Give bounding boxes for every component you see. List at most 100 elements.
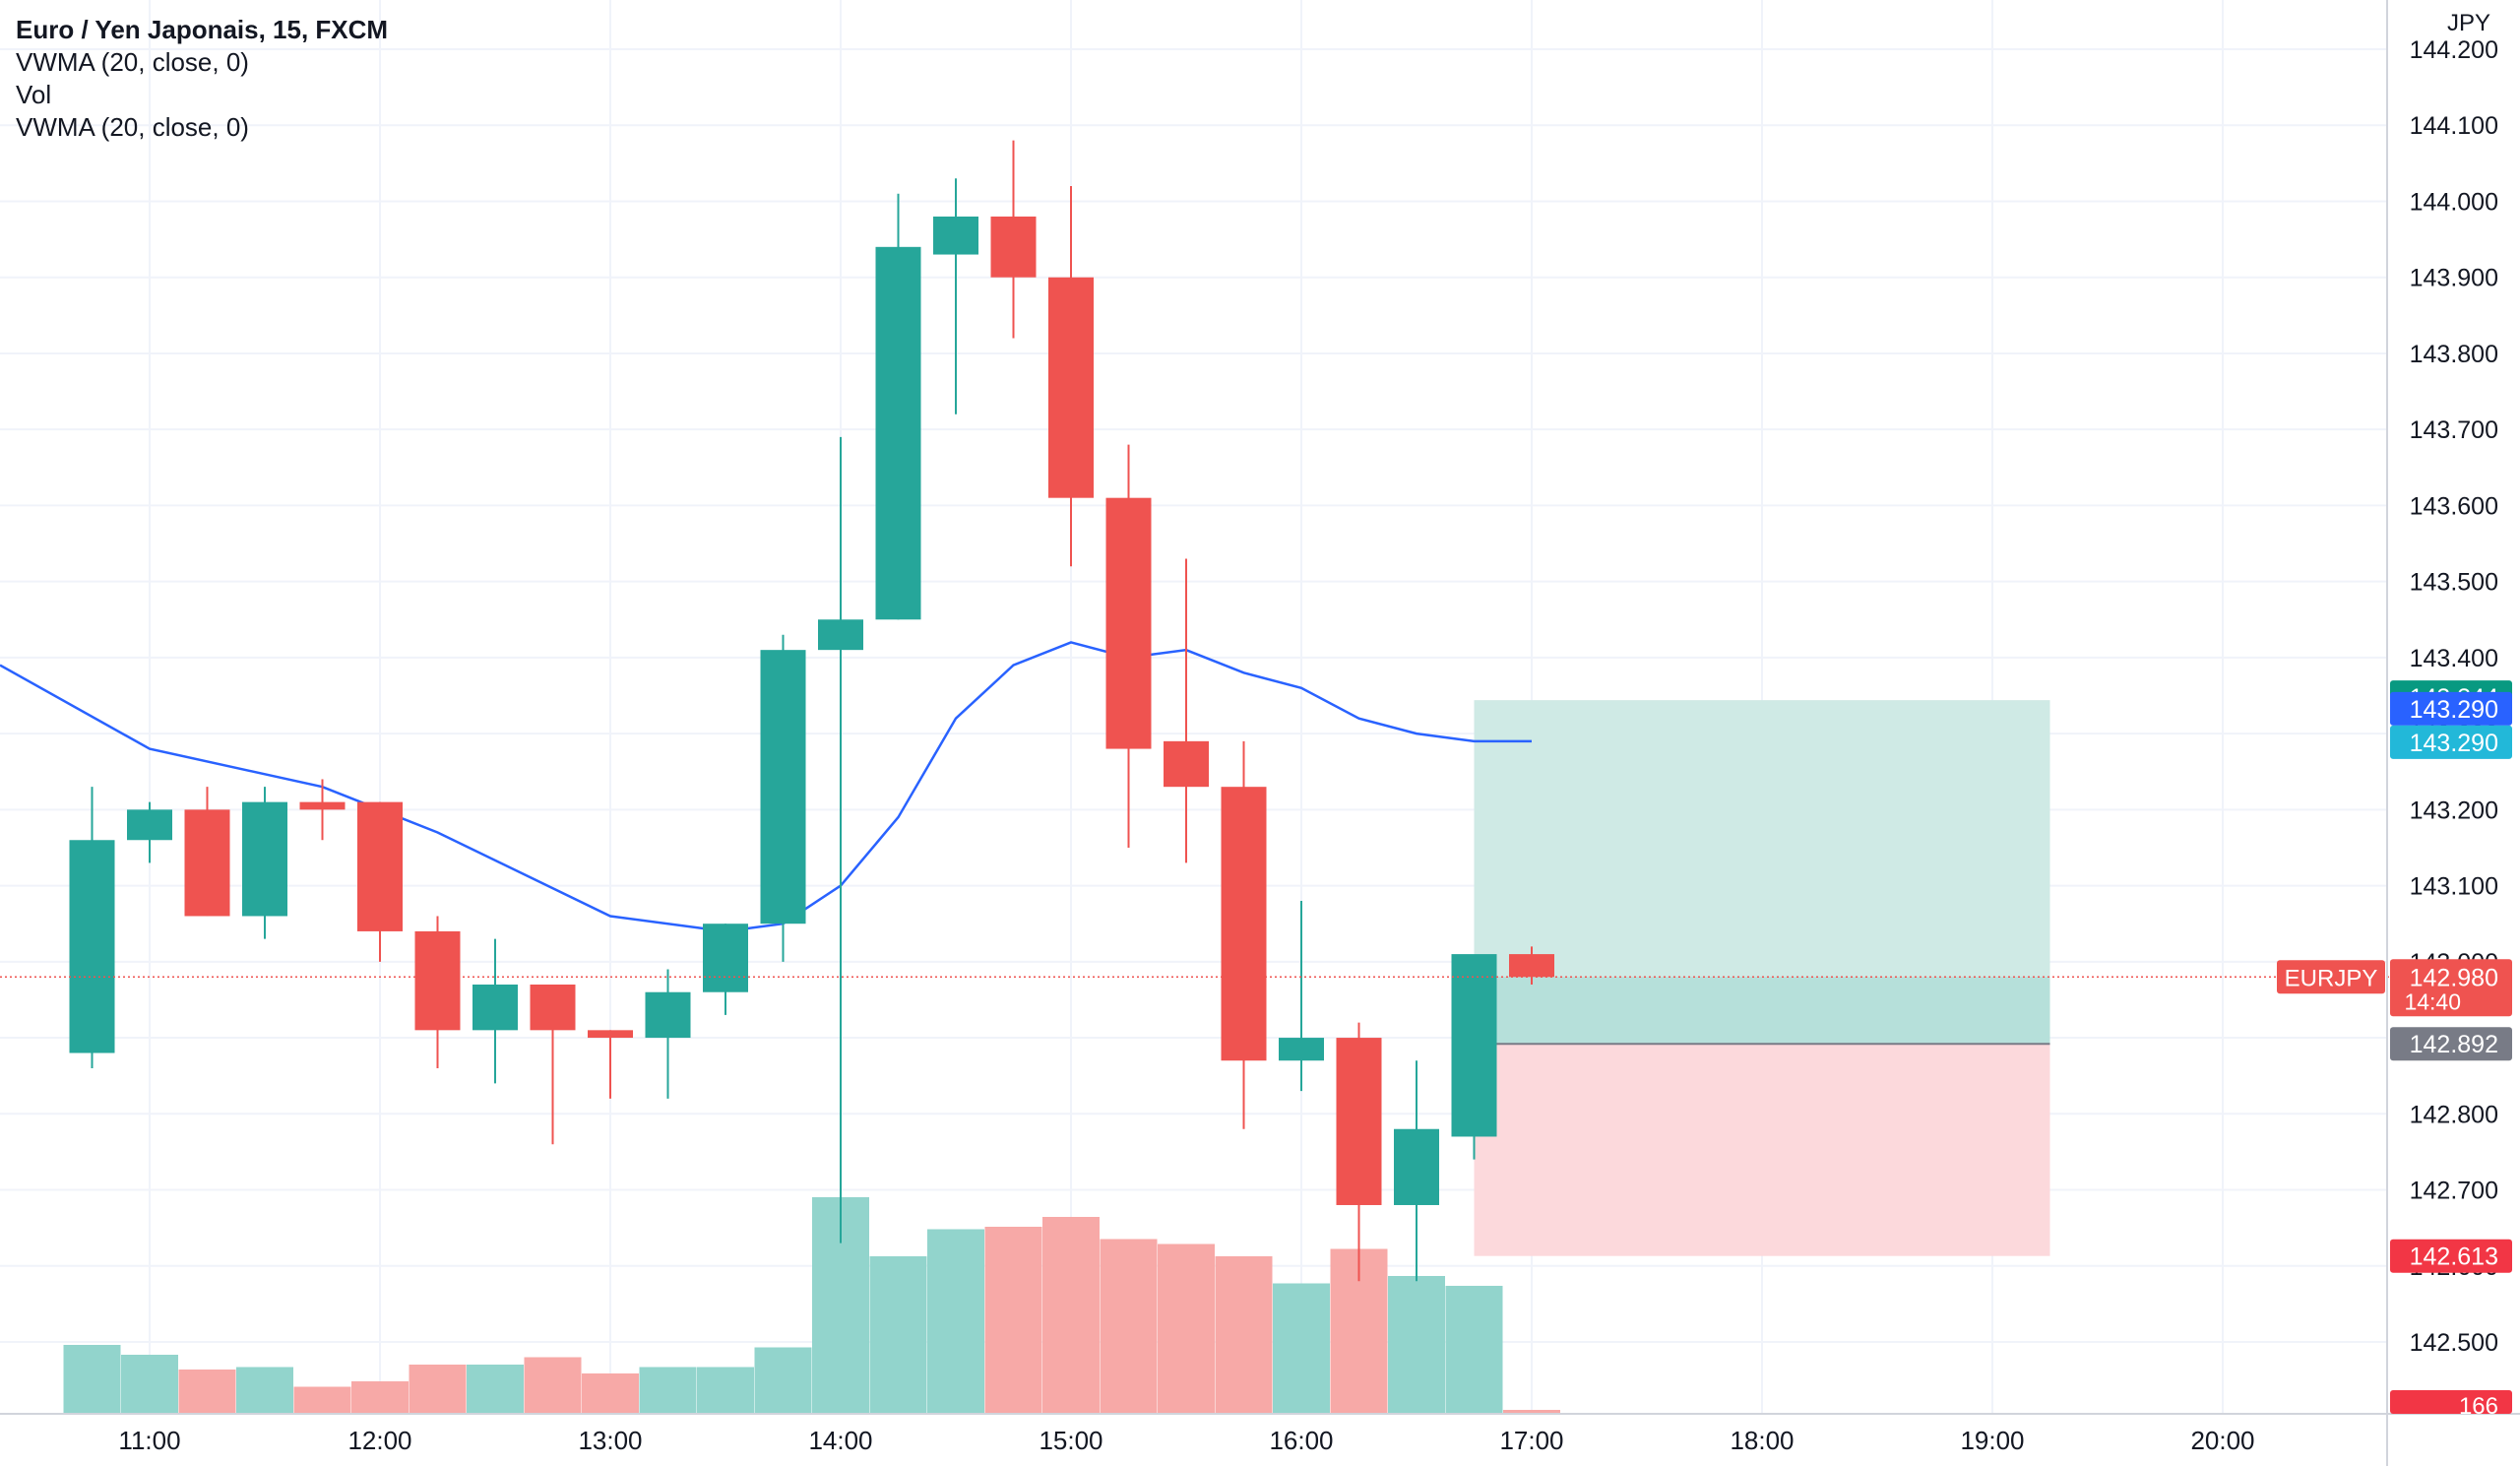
vwma-line-group [0, 641, 1532, 933]
candle-body [184, 809, 230, 917]
volume-bar [63, 1345, 121, 1414]
volume-bar [236, 1367, 293, 1414]
volume-bar [1388, 1276, 1445, 1414]
vwma-price-label: 143.290 [2410, 696, 2498, 724]
volume-bar [697, 1367, 754, 1414]
bar-countdown-label: 14:40 [2404, 988, 2461, 1014]
candle-body [875, 246, 921, 620]
volume-bar [582, 1373, 639, 1414]
indicator-volume-label[interactable]: Vol [16, 80, 52, 109]
candle-body [242, 801, 287, 917]
volume-bar [754, 1347, 812, 1414]
volume-bar [1042, 1217, 1100, 1414]
price-tick-label: 143.400 [2410, 645, 2498, 672]
volume-bar [1273, 1283, 1330, 1414]
price-axis-labels: 143.344143.290143.290142.98014:40EURJPY1… [2277, 680, 2512, 1420]
candle-body [127, 809, 172, 841]
volume-bar [121, 1355, 178, 1414]
time-tick-label: 11:00 [118, 1426, 180, 1455]
volume-bar [524, 1357, 582, 1414]
volume-bar [1158, 1243, 1215, 1414]
volume-bar [293, 1386, 351, 1414]
candle-body [1509, 954, 1554, 978]
candle-body [1336, 1038, 1382, 1205]
time-axis[interactable]: 11:00 12:00 13:00 14:00 15:00 16:00 17:00 18:00… [0, 1413, 2520, 1455]
candle-body [933, 216, 978, 255]
candle-body [703, 924, 748, 992]
candle-body [472, 984, 518, 1031]
candle-body [760, 650, 806, 924]
volume-bar [351, 1381, 409, 1414]
candle-body [1451, 954, 1497, 1137]
candle-body [1164, 740, 1209, 788]
volume-bar [1445, 1286, 1503, 1414]
candle-body [1048, 277, 1094, 498]
candle-body [530, 984, 576, 1031]
target-zone [1474, 700, 2050, 1045]
time-tick-label: 13:00 [578, 1426, 642, 1455]
entry-price-label: 142.892 [2410, 1031, 2498, 1058]
symbol-tag-label: EURJPY [2285, 965, 2378, 991]
time-tick-label: 16:00 [1269, 1426, 1333, 1455]
long-position-tool[interactable] [1474, 700, 2050, 1256]
volume-bar [869, 1256, 927, 1414]
volume-bar [1503, 1410, 1560, 1414]
candle-body [357, 801, 403, 931]
time-tick-label: 15:00 [1039, 1426, 1102, 1455]
price-tick-label: 143.900 [2410, 265, 2498, 292]
volume-bar [409, 1365, 467, 1414]
time-tick-label: 17:00 [1499, 1426, 1563, 1455]
stop-price-label: 142.613 [2410, 1243, 2498, 1271]
time-tick-label: 12:00 [347, 1426, 411, 1455]
price-tick-label: 142.500 [2410, 1329, 2498, 1357]
candle-body [1279, 1038, 1324, 1061]
price-tick-label: 143.100 [2410, 873, 2498, 901]
candle-body [990, 216, 1037, 278]
volume-value-label: 166 [2459, 1393, 2498, 1420]
time-tick-label: 14:00 [808, 1426, 872, 1455]
indicator-vwma-volume-label[interactable]: VWMA (20, close, 0) [16, 112, 249, 142]
candle-body [69, 840, 115, 1053]
price-tick-label: 144.000 [2410, 188, 2498, 216]
axis-currency-label[interactable]: JPY [2446, 10, 2490, 36]
candle-body [588, 1030, 633, 1039]
chart-legend: Euro / Yen Japonais, 15, FXCM VWMA (20, … [16, 14, 388, 144]
price-tick-label: 144.100 [2410, 112, 2498, 140]
candle-body [1105, 497, 1152, 749]
candle-body [645, 991, 691, 1039]
symbol-tag-bg [2277, 960, 2385, 994]
price-tick-label: 143.700 [2410, 416, 2498, 444]
symbol-title[interactable]: Euro / Yen Japonais, 15, FXCM [16, 15, 389, 44]
vwma-volume-price-label: 143.290 [2410, 730, 2498, 757]
volume-bar [1215, 1256, 1273, 1414]
price-tick-label: 143.600 [2410, 492, 2498, 520]
price-tick-label: 143.500 [2410, 569, 2498, 597]
stop-zone [1474, 1044, 2050, 1256]
price-tick-label: 142.800 [2410, 1101, 2498, 1128]
candlesticks [0, 140, 2402, 1282]
volume-bar [467, 1365, 524, 1414]
candle-body [299, 801, 346, 810]
candle-body [1394, 1128, 1439, 1205]
vwma-volume-price-label-bg [2390, 725, 2512, 759]
candle-body [414, 930, 461, 1031]
entry-price-label-bg [2390, 1027, 2512, 1061]
time-tick-label: 20:00 [2190, 1426, 2254, 1455]
price-tick-label: 143.200 [2410, 797, 2498, 824]
indicator-vwma-label[interactable]: VWMA (20, close, 0) [16, 47, 249, 77]
volume-bar [178, 1370, 236, 1414]
volume-bar [984, 1227, 1042, 1414]
volume-bar [927, 1229, 984, 1414]
price-tick-label: 143.800 [2410, 341, 2498, 368]
price-tick-label: 144.200 [2410, 36, 2498, 64]
volume-bar [639, 1367, 697, 1414]
volume-bar [1100, 1239, 1158, 1414]
candle-body [818, 619, 863, 651]
vwma-line [0, 641, 1532, 933]
price-tick-label: 142.700 [2410, 1178, 2498, 1205]
candle-body [1221, 787, 1267, 1061]
volume-bars [63, 1197, 1560, 1414]
last-price-label: 142.980 [2410, 964, 2498, 991]
last-price-bg [2390, 959, 2512, 1017]
